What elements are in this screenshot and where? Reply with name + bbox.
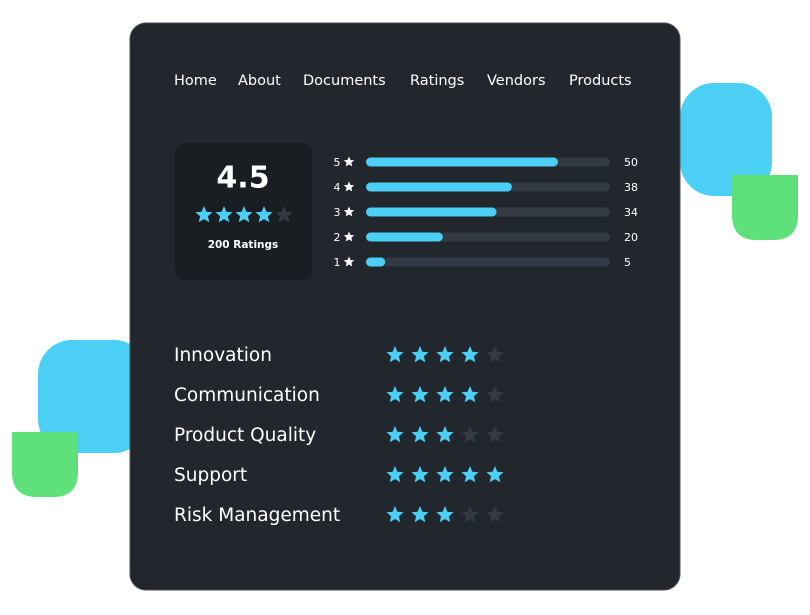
criterion-star [386, 466, 404, 483]
criterion-star [411, 506, 429, 523]
star-icon [343, 231, 355, 242]
summary-star [255, 206, 273, 223]
criterion-star [486, 426, 504, 443]
count: 20 [624, 231, 638, 244]
star-icon [343, 206, 355, 217]
criterion-star [461, 506, 479, 523]
criterion-star [486, 346, 504, 363]
bar [366, 182, 512, 192]
criterion-star [436, 346, 454, 363]
bar [366, 257, 386, 267]
star-icon [343, 181, 355, 192]
criterion-star [436, 386, 454, 403]
nav-item[interactable]: Documents [303, 73, 386, 89]
criterion-name: Innovation [174, 345, 272, 366]
nav-item[interactable]: Vendors [487, 73, 546, 89]
criterion-name: Communication [174, 385, 320, 406]
summary-star [195, 206, 213, 223]
score: 4.5 [216, 161, 269, 196]
criterion-star [386, 386, 404, 403]
decor-shape [12, 432, 78, 497]
ratings-count: 200 Ratings [208, 239, 279, 251]
decor-shape [680, 83, 772, 196]
summary-star [235, 206, 253, 223]
criterion-star [436, 506, 454, 523]
criterion-star [461, 466, 479, 483]
summary-star [275, 206, 293, 223]
star-icon [343, 156, 355, 167]
bar [366, 157, 558, 167]
criterion-star [436, 466, 454, 483]
criterion-star [461, 386, 479, 403]
nav-item[interactable]: Ratings [410, 73, 464, 89]
criterion-star [411, 466, 429, 483]
bar [366, 207, 497, 217]
criterion-name: Product Quality [174, 425, 316, 446]
count: 5 [624, 256, 631, 269]
criterion-star [461, 346, 479, 363]
star-level: 2 [334, 231, 341, 244]
criterion-star [461, 426, 479, 443]
decor-shape [732, 175, 798, 240]
criterion-star [411, 346, 429, 363]
criterion-name: Support [174, 465, 247, 486]
criterion-star [386, 506, 404, 523]
nav-item[interactable]: Home [174, 73, 217, 89]
star-icon [343, 256, 355, 267]
criterion-star [411, 426, 429, 443]
criterion-star [411, 386, 429, 403]
bar [366, 232, 443, 242]
criterion-name: Risk Management [174, 505, 340, 526]
criterion-star [486, 386, 504, 403]
star-level: 5 [334, 156, 341, 169]
criterion-star [386, 426, 404, 443]
bar-track [366, 257, 610, 267]
criterion-star [486, 466, 504, 483]
nav-item[interactable]: Products [569, 73, 632, 89]
summary-star [215, 206, 233, 223]
star-level: 1 [334, 256, 341, 269]
count: 38 [624, 181, 638, 194]
count: 50 [624, 156, 638, 169]
nav-item[interactable]: About [238, 73, 281, 89]
criterion-star [486, 506, 504, 523]
criterion-star [436, 426, 454, 443]
star-level: 4 [334, 181, 341, 194]
star-level: 3 [334, 206, 341, 219]
criterion-star [386, 346, 404, 363]
decor-shape [38, 340, 148, 453]
count: 34 [624, 206, 638, 219]
